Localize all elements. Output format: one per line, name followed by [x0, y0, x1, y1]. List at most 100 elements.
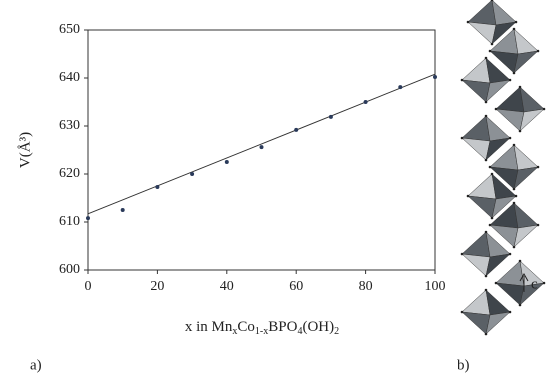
polyhedron-face [514, 29, 538, 54]
vertex [495, 282, 498, 285]
y-tick-label: 610 [59, 214, 80, 229]
vertex [519, 130, 522, 133]
subscript: 2 [334, 326, 339, 337]
data-point [190, 172, 194, 176]
vertex [513, 28, 516, 31]
data-point [364, 100, 368, 104]
vertex [461, 79, 464, 82]
x-axis-label: x in MnxCo1-xBPO4(OH)2 [185, 319, 339, 337]
vertex [485, 333, 488, 336]
vertex [513, 144, 516, 147]
data-point [329, 115, 333, 119]
vertex [485, 101, 488, 104]
x-tick-label: 80 [359, 279, 373, 294]
vertex [467, 21, 470, 24]
vertex [519, 86, 522, 89]
vertex [485, 57, 488, 60]
y-tick-label: 630 [59, 118, 80, 133]
vertex [515, 195, 518, 198]
data-point [121, 208, 125, 212]
y-tick-label: 650 [59, 22, 80, 37]
vertex [485, 231, 488, 234]
polyhedron-face [486, 290, 510, 315]
vertex [489, 50, 492, 53]
polyhedron-face [492, 0, 516, 25]
figure: V(Å³) x in MnxCo1-xBPO4(OH)2 a) b) c 600… [0, 0, 555, 378]
trend-line [88, 74, 435, 214]
vertex [513, 202, 516, 205]
polyhedron-face [462, 116, 490, 141]
y-tick-label: 640 [59, 70, 80, 85]
x-tick-label: 0 [85, 279, 92, 294]
data-point [155, 185, 159, 189]
vertex [509, 137, 512, 140]
vertex [519, 260, 522, 263]
label-part: (OH) [302, 319, 334, 335]
vertex [489, 166, 492, 169]
vertex [495, 108, 498, 111]
data-point [260, 145, 264, 149]
x-tick-label: 60 [289, 279, 303, 294]
vertex [509, 79, 512, 82]
data-point [86, 216, 90, 220]
x-tick-label: 40 [220, 279, 234, 294]
vertex [485, 289, 488, 292]
label-part: x in Mn [185, 319, 233, 335]
vertex [519, 304, 522, 307]
polyhedron-face [468, 196, 496, 218]
data-point [225, 160, 229, 164]
polyhedron-face [462, 254, 490, 276]
vertex [513, 188, 516, 191]
polyhedron-face [462, 232, 490, 257]
vertex [537, 50, 540, 53]
polyhedron-face [462, 138, 490, 160]
panel-label: a) [30, 357, 42, 373]
vertex [485, 159, 488, 162]
polyhedron-face [468, 174, 496, 199]
polyhedron-face [486, 116, 510, 141]
vertex [485, 115, 488, 118]
vertex [461, 311, 464, 314]
vertex [461, 253, 464, 256]
vertex [485, 275, 488, 278]
data-point [398, 85, 402, 89]
vertex [513, 72, 516, 75]
vertex [491, 43, 494, 46]
panel-label: b) [457, 357, 470, 373]
label-part: Co [237, 319, 255, 335]
polyhedron-face [468, 0, 496, 25]
y-axis-label: V(Å³) [17, 132, 33, 168]
subscript: 1-x [255, 326, 268, 337]
vertex [489, 224, 492, 227]
polyhedron-face [462, 58, 490, 83]
polyhedron-face [496, 109, 524, 131]
polyhedron-face [496, 283, 524, 305]
polyhedron-face [462, 290, 490, 315]
polyhedron-face [496, 261, 524, 286]
vertex [537, 224, 540, 227]
plot-frame [88, 30, 435, 270]
vertex [491, 173, 494, 176]
vertex [543, 108, 546, 111]
vertex [513, 246, 516, 249]
vertex [509, 311, 512, 314]
axis-direction-label: c [531, 276, 538, 292]
vertex [543, 282, 546, 285]
data-point [294, 128, 298, 132]
y-tick-label: 600 [59, 262, 80, 277]
polyhedron-face [514, 203, 538, 228]
x-tick-label: 100 [425, 279, 446, 294]
vertex [461, 137, 464, 140]
polyhedron-face [462, 80, 490, 102]
label-part: BPO [268, 319, 297, 335]
vertex [509, 253, 512, 256]
x-tick-label: 20 [150, 279, 164, 294]
polyhedron-face [468, 22, 496, 44]
polyhedron-face [496, 87, 524, 112]
vertex [537, 166, 540, 169]
polyhedron-face [514, 145, 538, 170]
y-tick-label: 620 [59, 166, 80, 181]
polyhedron-face [520, 87, 544, 112]
data-point [433, 75, 437, 79]
vertex [467, 195, 470, 198]
